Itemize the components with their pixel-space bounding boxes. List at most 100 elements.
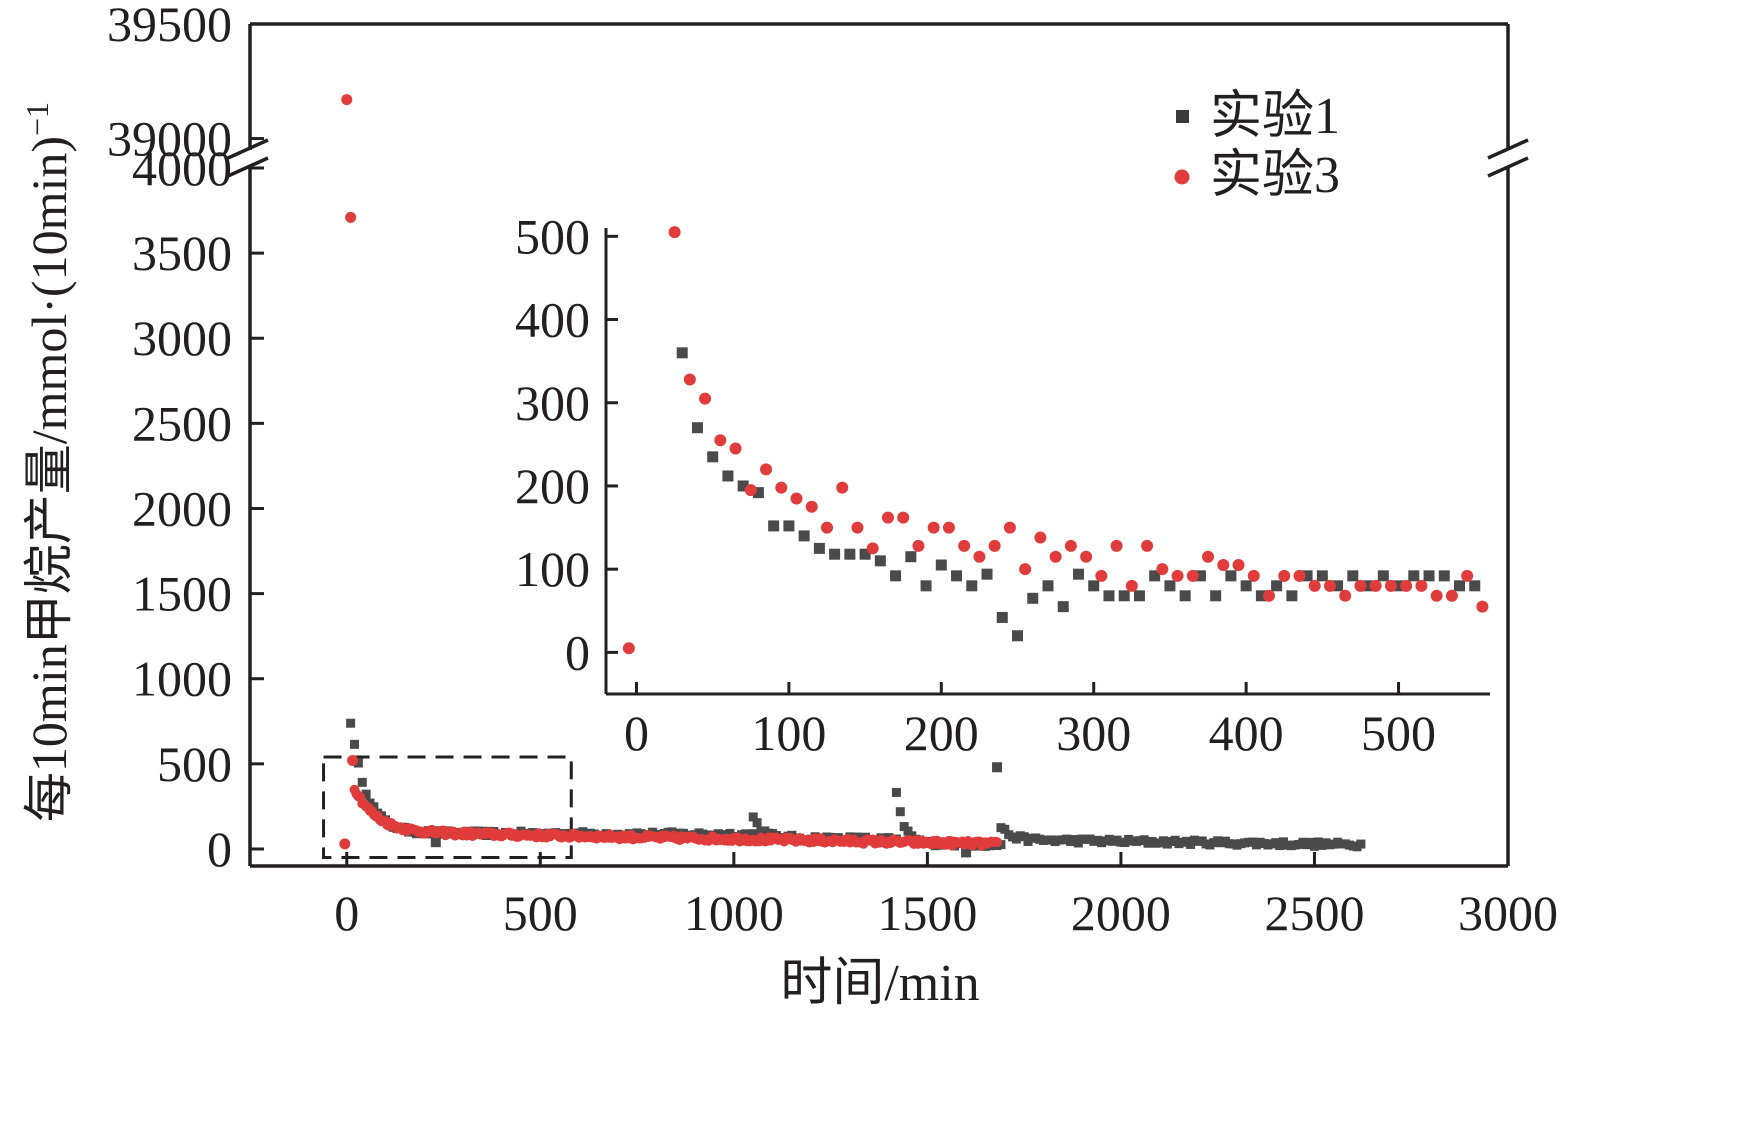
inset-point-experiment-3 — [866, 542, 879, 555]
main-y-tick-label: 39000 — [107, 111, 232, 167]
main-point-experiment-1 — [961, 847, 972, 858]
inset-point-experiment-1 — [1469, 580, 1481, 592]
main-point-experiment-3 — [341, 94, 353, 106]
inset-x-tick-label: 500 — [1361, 705, 1436, 761]
main-point-experiment-1 — [748, 812, 758, 822]
inset-point-experiment-3 — [973, 550, 986, 563]
inset-point-experiment-1 — [1012, 630, 1024, 642]
inset-point-experiment-1 — [783, 520, 795, 532]
y-axis-title-unit: ·(10min) — [21, 136, 77, 314]
main-y-tick-label: 2500 — [132, 395, 232, 451]
inset-point-experiment-3 — [683, 373, 696, 386]
main-x-tick-label: 1000 — [684, 885, 784, 941]
inset-point-experiment-1 — [813, 542, 825, 554]
main-x-tick-label: 3000 — [1458, 885, 1558, 941]
inset-point-experiment-1 — [859, 548, 871, 560]
inset-point-experiment-3 — [1476, 600, 1489, 613]
main-point-experiment-1 — [748, 829, 758, 839]
zoom-region-box — [322, 755, 573, 859]
inset-point-experiment-3 — [760, 463, 773, 476]
inset-point-experiment-1 — [1377, 570, 1389, 582]
inset-point-experiment-1 — [874, 555, 886, 567]
inset-point-experiment-3 — [805, 500, 818, 513]
inset-point-experiment-3 — [942, 521, 955, 534]
inset-point-experiment-1 — [920, 580, 932, 592]
left-break-mark-2 — [227, 156, 269, 178]
main-point-experiment-1 — [353, 758, 363, 768]
main-x-tick-label: 500 — [503, 885, 578, 941]
inset-point-experiment-3 — [699, 392, 712, 405]
inset-point-experiment-3 — [1278, 569, 1291, 582]
inset-x-tick-label: 100 — [751, 705, 826, 761]
inset-point-experiment-1 — [1072, 568, 1084, 580]
main-point-experiment-1 — [903, 826, 913, 836]
axis-break-marks — [227, 138, 1529, 178]
inset-point-experiment-3 — [1019, 563, 1032, 576]
inset-point-experiment-3 — [1049, 550, 1062, 563]
inset-point-experiment-1 — [1240, 580, 1252, 592]
inset-point-experiment-1 — [752, 487, 764, 499]
inset-point-experiment-1 — [1210, 590, 1222, 602]
main-point-experiment-1 — [346, 718, 356, 728]
main-y-tick-label: 0 — [207, 821, 232, 877]
inset-point-experiment-3 — [836, 481, 849, 494]
main-point-experiment-1 — [1000, 824, 1010, 834]
inset-point-experiment-3 — [1247, 569, 1260, 582]
inset-point-experiment-1 — [1133, 590, 1145, 602]
inset-point-experiment-3 — [927, 521, 940, 534]
inset-point-experiment-1 — [1301, 570, 1313, 582]
main-point-experiment-1 — [899, 822, 909, 832]
inset-point-experiment-1 — [1164, 580, 1176, 592]
inset-point-experiment-3 — [1003, 521, 1016, 534]
main-point-experiment-1 — [357, 777, 367, 787]
legend-label-experiment-3: 实验3 — [1210, 147, 1340, 204]
inset-chart: 0 100 200 300 400 500 0 100 200 300 400 500 — [515, 208, 1490, 761]
inset-point-experiment-1 — [1194, 570, 1206, 582]
main-x-tick-label: 2500 — [1264, 885, 1364, 941]
inset-point-experiment-3 — [1400, 579, 1413, 592]
inset-point-experiment-1 — [1225, 570, 1237, 582]
inset-y-ticks: 0 100 200 300 400 500 — [515, 208, 618, 680]
main-point-experiment-3 — [992, 837, 1003, 848]
inset-point-experiment-1 — [981, 568, 993, 580]
main-y-tick-label: 1000 — [132, 651, 232, 707]
inset-point-experiment-3 — [1034, 531, 1047, 544]
inset-series-experiment-3 — [622, 226, 1489, 655]
inset-point-experiment-3 — [1430, 589, 1443, 602]
inset-point-experiment-1 — [691, 422, 703, 434]
inset-point-experiment-1 — [966, 580, 978, 592]
inset-point-experiment-1 — [1332, 580, 1344, 592]
right-break-mark-2 — [1487, 156, 1529, 178]
y-axis-title-exponent: −1 — [19, 102, 55, 136]
inset-point-experiment-3 — [1202, 550, 1215, 563]
inset-point-experiment-1 — [951, 570, 963, 582]
y-axis-title-main: 每10min甲烷产量/mmol — [21, 314, 77, 822]
inset-point-experiment-1 — [996, 611, 1008, 623]
inset-point-experiment-3 — [668, 226, 681, 239]
inset-point-experiment-1 — [1316, 570, 1328, 582]
inset-point-experiment-3 — [1232, 559, 1245, 572]
main-y-tick-label: 1500 — [132, 566, 232, 622]
main-y-tick-label: 4000 — [132, 140, 232, 196]
inset-y-tick-label: 300 — [515, 375, 590, 431]
inset-x-tick-label: 200 — [904, 705, 979, 761]
inset-point-experiment-1 — [737, 480, 749, 492]
inset-point-experiment-3 — [790, 492, 803, 505]
inset-series-experiment-1 — [676, 347, 1481, 642]
legend-marker-experiment-1 — [1176, 110, 1189, 123]
right-break-mark-1 — [1487, 138, 1529, 160]
inset-point-experiment-1 — [798, 530, 810, 542]
inset-point-experiment-1 — [768, 520, 780, 532]
inset-point-experiment-3 — [1141, 539, 1154, 552]
inset-point-experiment-1 — [1438, 570, 1450, 582]
inset-point-experiment-3 — [1095, 569, 1108, 582]
inset-point-experiment-3 — [1171, 569, 1184, 582]
inset-y-tick-label: 500 — [515, 208, 590, 264]
inset-point-experiment-1 — [1423, 570, 1435, 582]
main-y-tick-label: 500 — [157, 736, 232, 792]
inset-point-experiment-1 — [1454, 580, 1466, 592]
legend-marker-experiment-3 — [1174, 169, 1190, 185]
main-x-tick-label: 1500 — [877, 885, 977, 941]
main-y-tick-label: 3500 — [132, 225, 232, 281]
